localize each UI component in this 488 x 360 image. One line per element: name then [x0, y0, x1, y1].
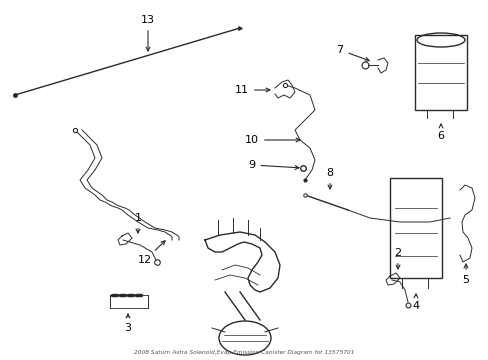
Text: 4: 4	[411, 294, 419, 311]
Text: 11: 11	[235, 85, 269, 95]
Bar	[389, 178, 441, 278]
Text: 8: 8	[326, 168, 333, 189]
Text: 6: 6	[437, 124, 444, 141]
Text: 10: 10	[244, 135, 299, 145]
Text: 1: 1	[134, 213, 141, 233]
Text: 2: 2	[394, 248, 401, 269]
Bar	[414, 35, 466, 110]
Text: 7: 7	[336, 45, 368, 61]
Text: 5: 5	[462, 264, 468, 285]
Text: 13: 13	[141, 15, 155, 51]
Text: 12: 12	[138, 241, 165, 265]
Text: 9: 9	[248, 160, 298, 170]
Text: 2008 Saturn Astra Solenoid,Evap Emission Canister Diagram for 13575701: 2008 Saturn Astra Solenoid,Evap Emission…	[134, 350, 353, 355]
Text: 3: 3	[124, 314, 131, 333]
